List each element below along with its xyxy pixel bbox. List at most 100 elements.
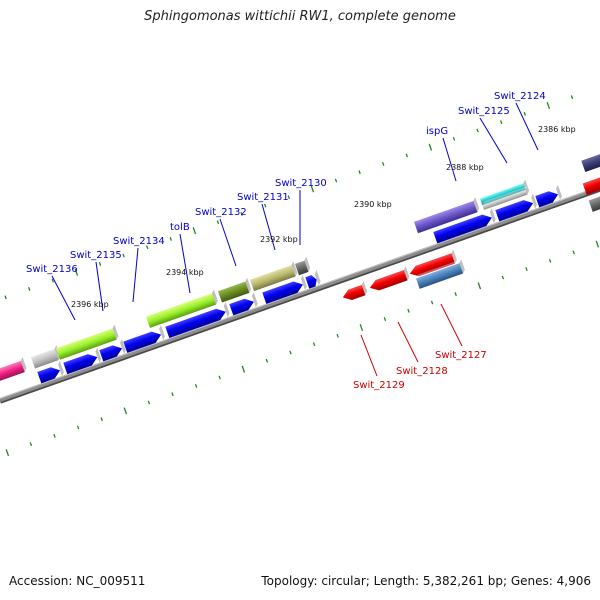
forward-callout-line: [515, 102, 539, 151]
kbp-label-2386: 2386 kbp: [538, 125, 576, 134]
forward-gene-arrow[interactable]: [534, 184, 563, 208]
gene-label-swit-2132[interactable]: Swit_2132: [195, 207, 247, 218]
kbp-label-2396: 2396 kbp: [71, 300, 109, 309]
forward-callout-line: [95, 261, 104, 312]
gene-label-swit-2125[interactable]: Swit_2125: [458, 106, 510, 117]
lower-scale-tick: [359, 323, 364, 332]
genome-summary-text: Topology: circular; Length: 5,382,261 bp…: [261, 574, 591, 588]
gene-label-swit-2129[interactable]: Swit_2129: [353, 380, 405, 391]
upper-scale-tick: [546, 101, 551, 110]
forward-gene-arrow[interactable]: [261, 275, 307, 304]
reverse-feature-steel[interactable]: [415, 259, 466, 289]
backbone-group: [0, 186, 600, 404]
lower-scale-tick: [147, 400, 151, 405]
reverse-gene-swit-2129[interactable]: [340, 281, 368, 303]
kbp-label-2394: 2394 kbp: [166, 268, 204, 277]
upper-scale-tick: [192, 227, 197, 235]
forward-gene-arrow[interactable]: [304, 270, 321, 289]
upper-scale-tick: [476, 128, 479, 133]
gene-label-tolb[interactable]: tolB: [170, 222, 190, 233]
lower-scale-tick: [265, 358, 269, 363]
lower-scale-tick: [5, 449, 10, 457]
forward-callout-line: [261, 203, 276, 251]
gene-label-swit-2130[interactable]: Swit_2130: [275, 178, 327, 189]
gene-label-swit-2127[interactable]: Swit_2127: [435, 350, 487, 361]
lower-scale-tick: [430, 300, 434, 305]
reverse-callout-line: [397, 321, 419, 363]
accession-text: Accession: NC_009511: [9, 574, 146, 588]
lower-scale-tick: [477, 282, 482, 290]
gene-label-swit-2135[interactable]: Swit_2135: [70, 250, 122, 261]
gene-label-swit-2134[interactable]: Swit_2134: [113, 236, 165, 247]
upper-scale-tick: [27, 286, 31, 291]
forward-callout-line: [442, 137, 457, 182]
gene-label-ispg[interactable]: ispG: [426, 126, 448, 137]
forward-gene-arrow[interactable]: [164, 302, 230, 339]
kbp-label-2390: 2390 kbp: [354, 200, 392, 209]
lower-scale-tick: [548, 258, 552, 263]
feature-gray[interactable]: [294, 256, 311, 276]
forward-gene-arrow[interactable]: [62, 347, 102, 375]
forward-gene-arrow[interactable]: [228, 292, 258, 316]
lower-scale-tick: [407, 308, 410, 313]
gene-label-swit-2131[interactable]: Swit_2131: [237, 192, 289, 203]
scale-ticks: [4, 95, 600, 457]
reverse-gene-labels: Swit_2127 Swit_2128 Swit_2129: [353, 350, 487, 391]
feature-pink[interactable]: [0, 356, 28, 398]
lower-scale-tick: [572, 250, 575, 255]
upper-scale-tick: [216, 220, 220, 225]
gene-label-swit-2136[interactable]: Swit_2136: [26, 264, 78, 275]
upper-scale-tick: [405, 153, 409, 158]
reverse-callout-line: [360, 334, 378, 377]
upper-scale-tick: [570, 95, 574, 100]
feature-gray-edge[interactable]: [588, 190, 600, 212]
feature-lime-swit-2135[interactable]: [55, 324, 119, 360]
upper-scale-tick: [240, 211, 243, 216]
feature-gray-swit-2124[interactable]: [481, 186, 530, 210]
forward-gene-arrow[interactable]: [494, 193, 538, 222]
lower-scale-tick: [76, 425, 80, 430]
lower-scale-tick: [29, 442, 33, 447]
feature-teal-swit-2125[interactable]: [479, 179, 529, 206]
lower-scale-tick: [383, 317, 387, 322]
forward-gene-labels: Swit_2124 Swit_2125 ispG Swit_2130 Swit_…: [26, 91, 546, 275]
feature-lime-tolb[interactable]: [145, 289, 219, 328]
lower-scale-tick: [123, 407, 128, 415]
forward-callout-line: [132, 247, 139, 303]
forward-gene-arrow[interactable]: [432, 208, 496, 244]
reverse-gene-swit-2127-upper[interactable]: [407, 249, 458, 279]
reverse-gene-swit-2128[interactable]: [367, 266, 410, 293]
upper-scale-tick: [98, 261, 102, 266]
upper-scale-tick: [452, 136, 456, 141]
upper-scale-tick: [523, 111, 527, 116]
lower-scale-tick: [53, 433, 56, 438]
forward-callout-line: [51, 275, 76, 321]
lower-scale-tick: [289, 350, 292, 355]
gene-features: [0, 150, 600, 398]
gene-label-swit-2124[interactable]: Swit_2124: [494, 91, 546, 102]
upper-scale-tick: [499, 120, 503, 125]
upper-scale-tick: [310, 185, 315, 193]
feature-purple-ispg[interactable]: [413, 197, 480, 234]
forward-gene-arrow[interactable]: [122, 325, 166, 353]
backbone-line: [0, 186, 600, 402]
feature-navy[interactable]: [580, 150, 600, 173]
feature-khaki-swit-2130[interactable]: [249, 261, 298, 292]
forward-callout-line: [219, 218, 237, 267]
forward-gene-arrow[interactable]: [98, 338, 127, 362]
upper-scale-tick: [334, 178, 338, 183]
upper-scale-tick: [169, 236, 173, 241]
label-callouts: [51, 102, 539, 377]
feature-olive-swit-2132[interactable]: [217, 277, 252, 303]
upper-scale-tick: [4, 295, 7, 300]
lower-scale-tick: [218, 375, 221, 380]
gene-label-swit-2128[interactable]: Swit_2128: [396, 366, 448, 377]
lower-scale-tick: [595, 240, 600, 248]
upper-scale-tick: [428, 143, 433, 151]
lower-scale-tick: [171, 392, 174, 397]
forward-gene-arrow[interactable]: [36, 360, 65, 384]
upper-scale-tick: [358, 170, 361, 175]
lower-scale-tick: [241, 365, 246, 373]
